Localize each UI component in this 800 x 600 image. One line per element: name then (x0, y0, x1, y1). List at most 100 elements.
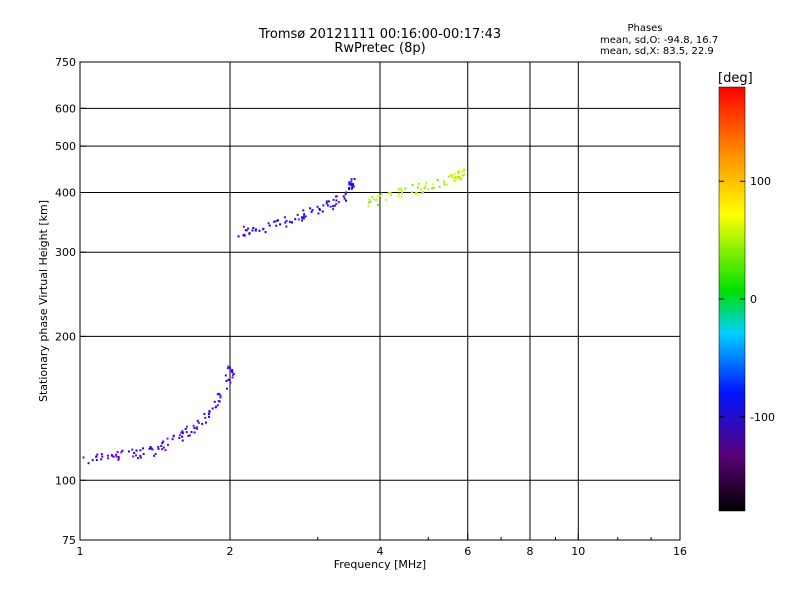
trace-point-0 (219, 394, 222, 397)
trace-point-1 (352, 185, 355, 188)
trace-point-1 (248, 232, 251, 235)
trace-point-2 (419, 188, 422, 191)
trace-point-1 (276, 219, 279, 222)
trace-point-0 (141, 447, 144, 450)
x-tick-label: 16 (673, 545, 687, 558)
trace-point-2 (375, 198, 378, 201)
trace-point-2 (456, 175, 459, 178)
trace-point-2 (411, 184, 414, 187)
trace-point-2 (461, 170, 464, 173)
trace-point-0 (166, 437, 169, 440)
trace-point-2 (431, 187, 434, 190)
trace-point-1 (322, 204, 325, 207)
trace-point-1 (302, 217, 305, 220)
trace-point-1 (348, 181, 351, 184)
trace-point-0 (115, 455, 118, 458)
trace-point-2 (404, 187, 407, 190)
trace-point-2 (461, 174, 464, 177)
trace-point-0 (120, 451, 123, 454)
trace-point-0 (229, 381, 232, 384)
trace-point-1 (321, 210, 324, 213)
trace-point-0 (229, 367, 232, 370)
trace-point-2 (421, 191, 424, 194)
trace-point-1 (294, 218, 297, 221)
trace-point-1 (252, 227, 255, 230)
x-tick-label: 6 (464, 545, 471, 558)
trace-point-1 (279, 223, 282, 226)
trace-point-0 (204, 416, 207, 419)
trace-point-0 (127, 450, 130, 453)
trace-point-1 (283, 216, 286, 219)
trace-point-0 (178, 434, 181, 437)
trace-point-1 (264, 231, 267, 234)
trace-point-0 (157, 445, 160, 448)
trace-point-0 (225, 387, 228, 390)
trace-point-1 (345, 199, 348, 202)
trace-point-2 (431, 183, 434, 186)
trace-point-0 (100, 453, 103, 456)
trace-point-1 (311, 209, 314, 212)
phases-heading: Phases (627, 23, 663, 34)
trace-point-1 (351, 184, 354, 187)
trace-point-0 (121, 449, 124, 452)
trace-point-0 (214, 406, 217, 409)
trace-point-1 (317, 212, 320, 215)
trace-point-0 (149, 445, 152, 448)
trace-point-1 (329, 205, 332, 208)
trace-point-1 (274, 220, 277, 223)
trace-point-1 (332, 205, 335, 208)
trace-point-1 (328, 200, 331, 203)
trace-point-0 (207, 413, 210, 416)
trace-point-0 (208, 410, 211, 413)
trace-point-0 (219, 396, 222, 399)
trace-point-2 (453, 172, 456, 175)
trace-point-0 (188, 434, 191, 437)
trace-point-2 (427, 188, 430, 191)
trace-point-2 (451, 174, 454, 177)
trace-point-2 (449, 174, 452, 177)
trace-point-2 (454, 176, 457, 179)
trace-point-0 (115, 453, 118, 456)
trace-point-0 (133, 452, 136, 455)
trace-point-2 (385, 198, 388, 201)
trace-point-2 (376, 195, 379, 198)
trace-point-2 (376, 203, 379, 206)
trace-point-0 (213, 400, 216, 403)
trace-point-1 (302, 209, 305, 212)
y-tick-label: 400 (55, 186, 76, 199)
x-tick-label: 8 (527, 545, 534, 558)
trace-point-0 (211, 407, 214, 410)
trace-point-0 (225, 379, 228, 382)
trace-point-1 (344, 193, 347, 196)
trace-point-1 (254, 229, 257, 232)
trace-point-1 (297, 218, 300, 221)
trace-point-0 (142, 453, 145, 456)
trace-point-1 (350, 183, 353, 186)
x-tick-label: 2 (227, 545, 234, 558)
trace-point-1 (343, 197, 346, 200)
trace-point-1 (300, 219, 303, 222)
trace-point-2 (448, 175, 451, 178)
trace-point-0 (161, 448, 164, 451)
trace-point-0 (178, 436, 181, 439)
trace-point-2 (451, 176, 454, 179)
trace-point-2 (453, 180, 456, 183)
trace-point-2 (432, 186, 435, 189)
colorbar-tick-label: -100 (750, 411, 775, 424)
y-tick-label: 600 (55, 102, 76, 115)
trace-point-1 (296, 213, 299, 216)
trace-point-0 (171, 438, 174, 441)
trace-point-0 (112, 455, 115, 458)
trace-point-0 (181, 432, 184, 435)
trace-point-1 (332, 208, 335, 211)
trace-point-1 (304, 215, 307, 218)
trace-point-2 (387, 191, 390, 194)
trace-point-0 (160, 444, 163, 447)
trace-point-1 (350, 180, 353, 183)
trace-point-0 (101, 455, 104, 458)
trace-point-0 (140, 456, 143, 459)
trace-point-2 (459, 176, 462, 179)
trace-point-0 (135, 449, 138, 452)
trace-point-0 (117, 455, 120, 458)
colorbar-label: [deg] (718, 71, 753, 86)
